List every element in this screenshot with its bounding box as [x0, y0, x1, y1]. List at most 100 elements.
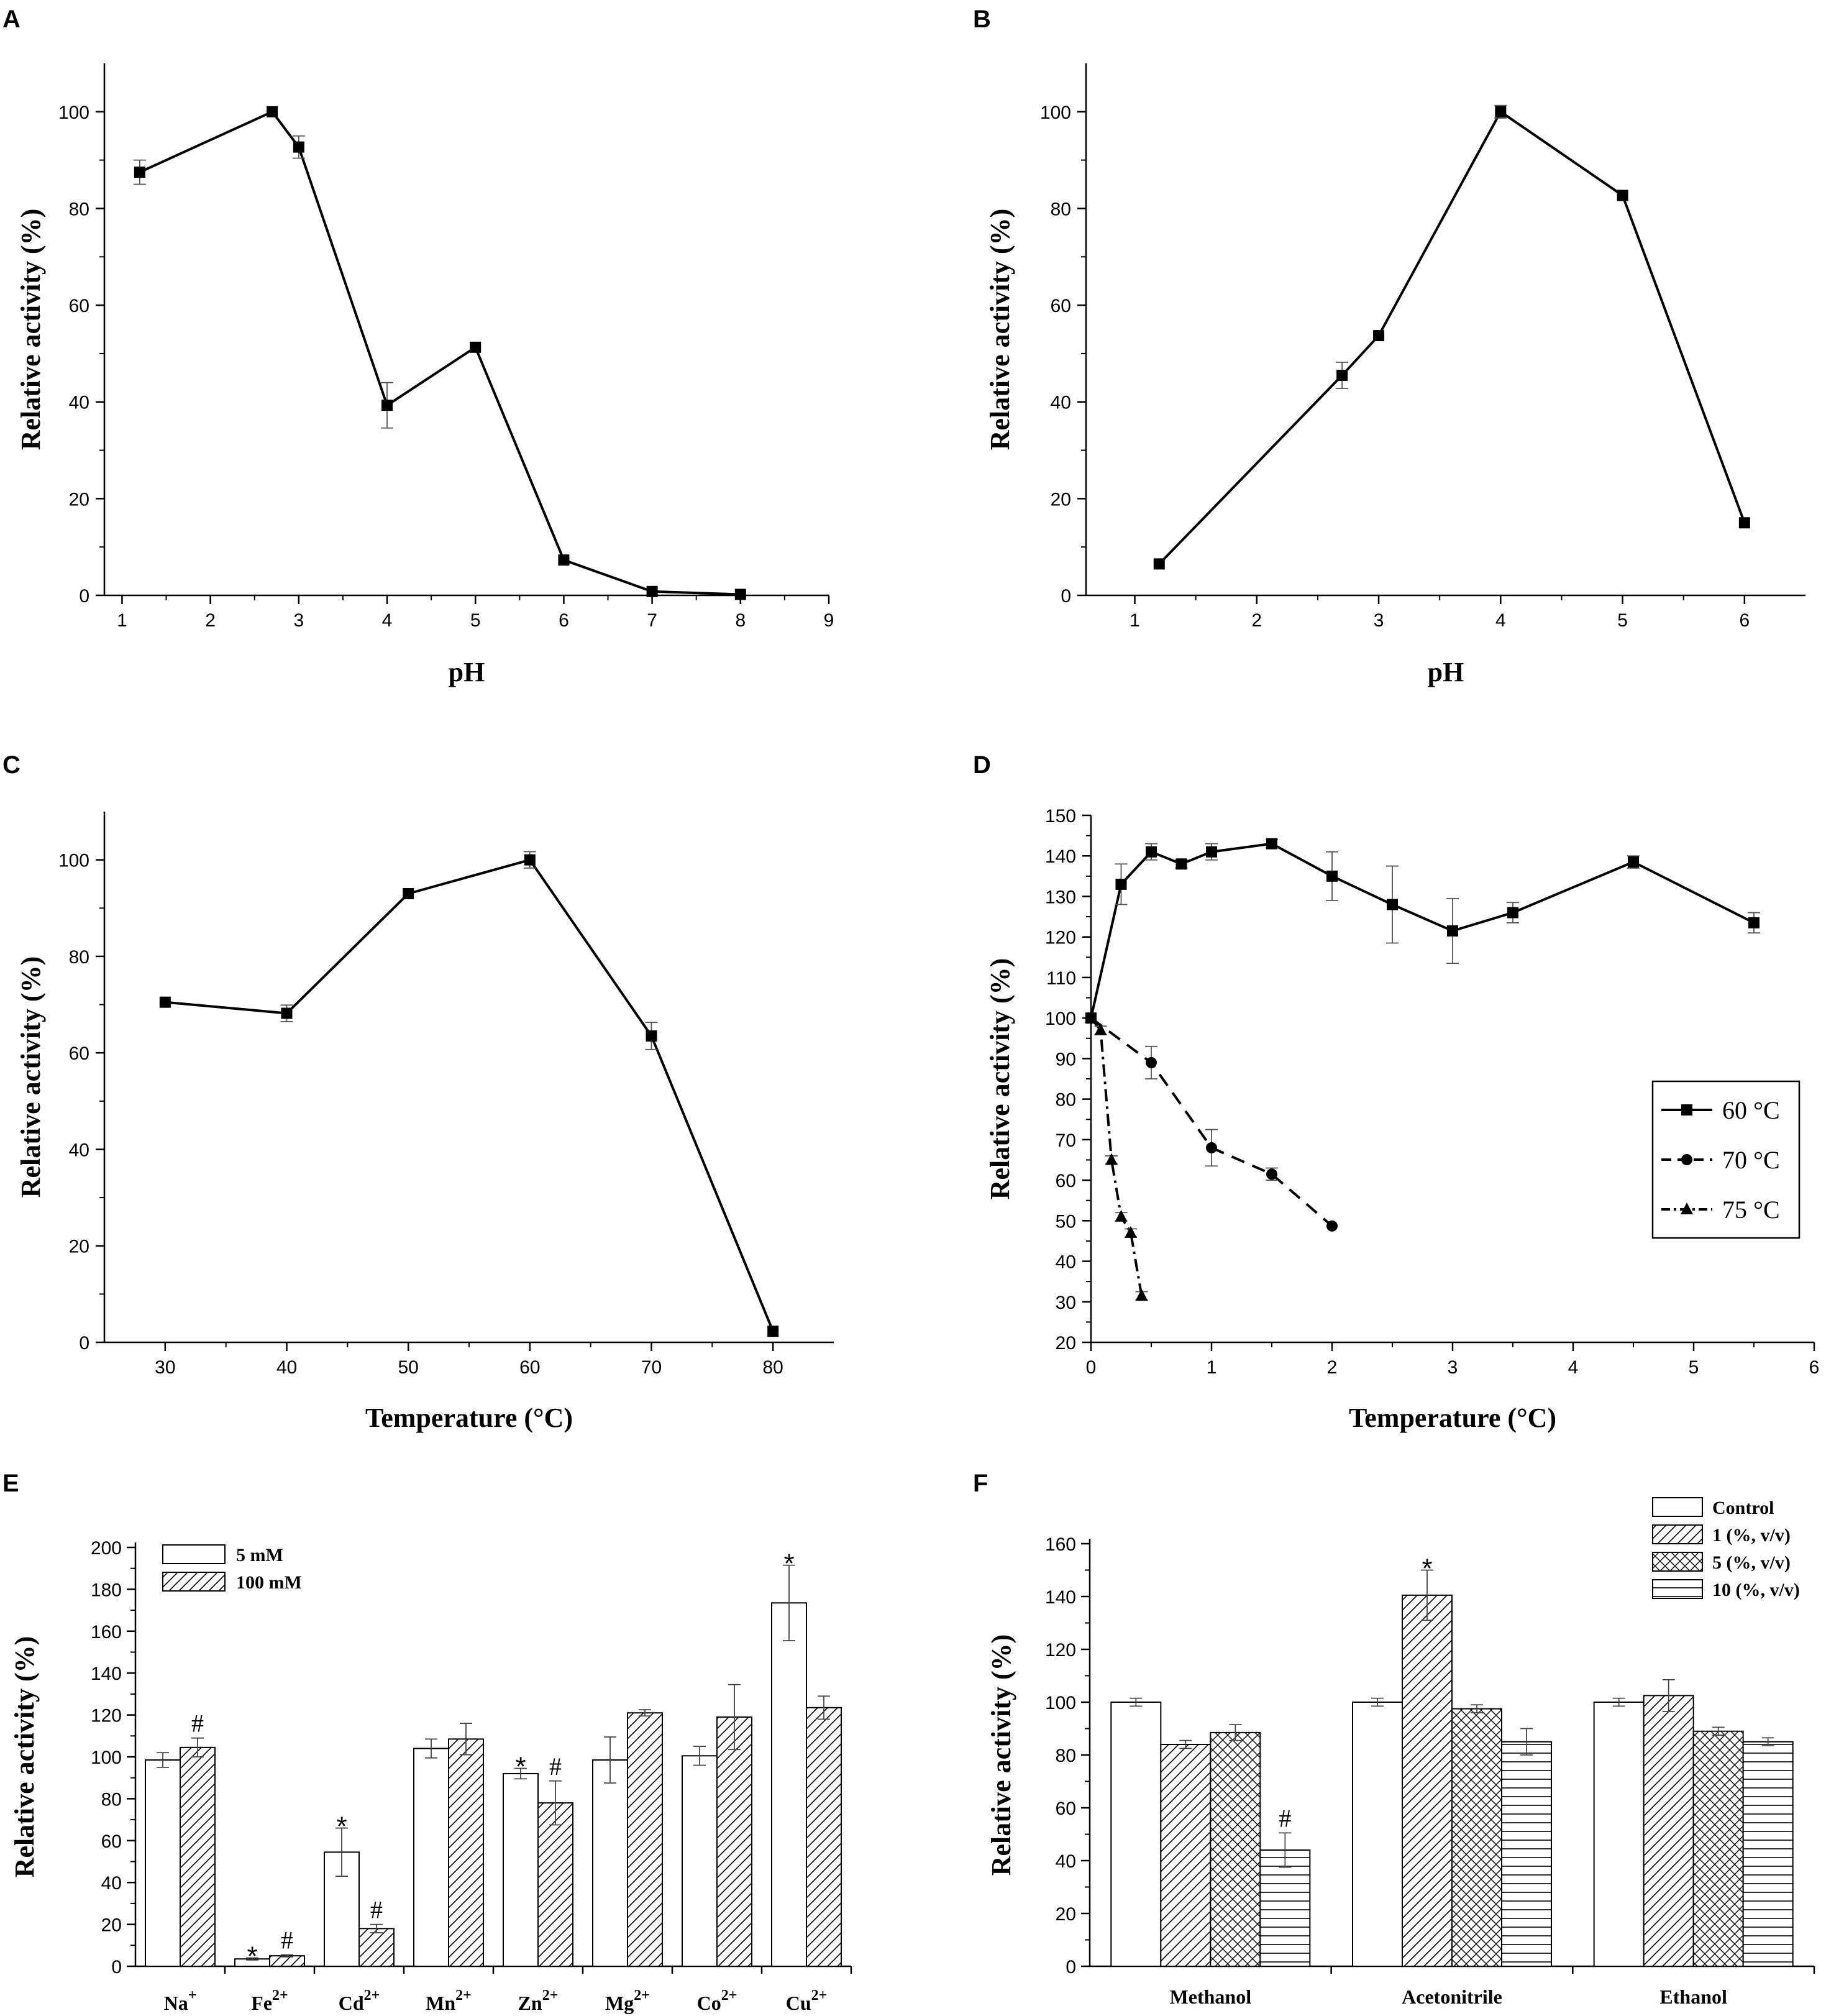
x-tick-label: 4: [1495, 610, 1506, 631]
x-tick-label: 70: [641, 1357, 662, 1378]
chart-panel-e: 0 20 40 60 80 100 120 140 160 180 200 Relative acti…: [9, 1538, 852, 2014]
data-point: [293, 141, 304, 153]
x-tick-label: 3: [1374, 610, 1384, 631]
data-point: [403, 887, 414, 899]
y-tick-label: 80: [1056, 1746, 1076, 1766]
bar: [1643, 1695, 1694, 1967]
significance-star: *: [1422, 1554, 1432, 1584]
data-point: [134, 167, 145, 178]
bar: [1160, 1744, 1212, 1967]
bar: [716, 1716, 752, 1967]
y-tick-label: 120: [91, 1706, 122, 1726]
legend-swatch: [162, 1572, 226, 1592]
x-tick-label: 5: [470, 610, 481, 631]
data-point: [1326, 1220, 1338, 1232]
y-tick-label: 60: [69, 1043, 89, 1064]
y-tick-label: 0: [1061, 586, 1071, 607]
category-superscript: 2+: [455, 1987, 472, 2004]
x-tick-label: 2: [205, 610, 216, 631]
x-tick-label: 4: [1568, 1357, 1579, 1378]
panel-letter-d: D: [973, 751, 991, 779]
category-base: Na: [164, 1992, 188, 2014]
bar: [1352, 1702, 1403, 1967]
significance-star: *: [336, 1812, 347, 1842]
y-tick-label: 100: [58, 103, 89, 123]
legend-label: 5 (%, v/v): [1712, 1552, 1791, 1573]
data-point: [1175, 858, 1187, 870]
y-tick-label: 30: [1056, 1293, 1076, 1313]
significance-hash: #: [549, 1753, 562, 1780]
data-point: [1146, 1056, 1157, 1068]
category-superscript: 2+: [364, 1987, 380, 2004]
data-point: [470, 341, 482, 353]
bar: [1210, 1731, 1261, 1967]
y-tick-label: 0: [111, 1957, 122, 1977]
x-category-label: Mg2+: [605, 1987, 650, 2014]
data-point: [1326, 870, 1338, 882]
bar: [1259, 1849, 1311, 1967]
y-tick-label: 160: [91, 1622, 122, 1643]
series-line: [1090, 1017, 1333, 1227]
legend-swatch: [162, 1544, 226, 1564]
x-axis-title: pH: [1428, 657, 1464, 687]
y-tick-label: 0: [1066, 1957, 1076, 1977]
category-superscript: 2+: [542, 1987, 559, 2004]
bar: [1692, 1730, 1744, 1967]
y-tick-label: 20: [69, 1237, 89, 1257]
y-axis-title: Relative activity (%): [985, 209, 1015, 451]
x-category-label: Fe2+: [251, 1987, 288, 2014]
y-tick-label: 40: [101, 1873, 122, 1894]
bar: [358, 1928, 395, 1968]
chart-panel-c: 0 20 40 60 80 100 30 40 50 60 70 80 Temperature (°C)…: [16, 812, 834, 1433]
bar: [1402, 1594, 1453, 1967]
y-tick-label: 180: [91, 1580, 122, 1600]
x-tick-label: 60: [519, 1357, 540, 1378]
y-axis-title: Relative activity (%): [16, 956, 46, 1198]
data-point: [1387, 899, 1398, 910]
y-tick-label: 60: [1051, 296, 1071, 316]
y-tick-label: 40: [1056, 1851, 1076, 1872]
series-line: [139, 110, 741, 596]
y-tick-label: 110: [1046, 968, 1076, 989]
data-point: [1495, 106, 1507, 117]
y-tick-label: 20: [69, 489, 89, 510]
bar: [1501, 1741, 1552, 1967]
y-tick-label: 160: [1045, 1534, 1076, 1555]
y-tick-label: 140: [1045, 846, 1076, 867]
legend-swatch: [1652, 1497, 1703, 1517]
y-tick-label: 60: [101, 1831, 122, 1852]
y-tick-label: 80: [1056, 1090, 1076, 1111]
x-axis-title: Temperature (°C): [365, 1403, 573, 1433]
data-point: [1146, 846, 1157, 858]
legend-label: 60 °C: [1722, 1096, 1780, 1124]
y-axis-title: Relative activity (%): [985, 958, 1015, 1200]
y-tick-label: 100: [1045, 1009, 1076, 1029]
y-tick-label: 140: [91, 1664, 122, 1684]
y-tick-label: 100: [1045, 1693, 1076, 1713]
legend-label: Control: [1712, 1498, 1774, 1518]
y-tick-label: 50: [1056, 1211, 1076, 1232]
panel-letter-f: F: [973, 1470, 988, 1497]
x-category-label: Cd2+: [339, 1987, 380, 2014]
legend-label: 100 mM: [236, 1572, 302, 1593]
category-base: Co: [697, 1992, 721, 2014]
legend-box: [1651, 1080, 1801, 1239]
x-tick-label: 1: [1207, 1357, 1217, 1378]
data-point: [1266, 1168, 1277, 1180]
bar: [806, 1707, 842, 1967]
y-tick-label: 100: [1040, 103, 1071, 123]
x-tick-label: 9: [824, 610, 834, 631]
chart-panel-d: 20 30 40 50 60 70 80 90 100 110 120 130 140 150 0 1 2 3 4 5…: [985, 806, 1819, 1433]
series-line: [1158, 109, 1746, 565]
data-point: [1115, 1209, 1128, 1222]
bar: [1451, 1708, 1502, 1967]
x-tick-label: 5: [1689, 1357, 1699, 1378]
legend-label: 5 mM: [236, 1545, 283, 1565]
legend-label: 70 °C: [1722, 1146, 1780, 1174]
category-superscript: 2+: [272, 1987, 288, 2004]
y-tick-label: 140: [1045, 1587, 1076, 1608]
bar: [503, 1772, 539, 1967]
y-tick-label: 20: [101, 1915, 122, 1936]
data-point: [381, 400, 393, 411]
